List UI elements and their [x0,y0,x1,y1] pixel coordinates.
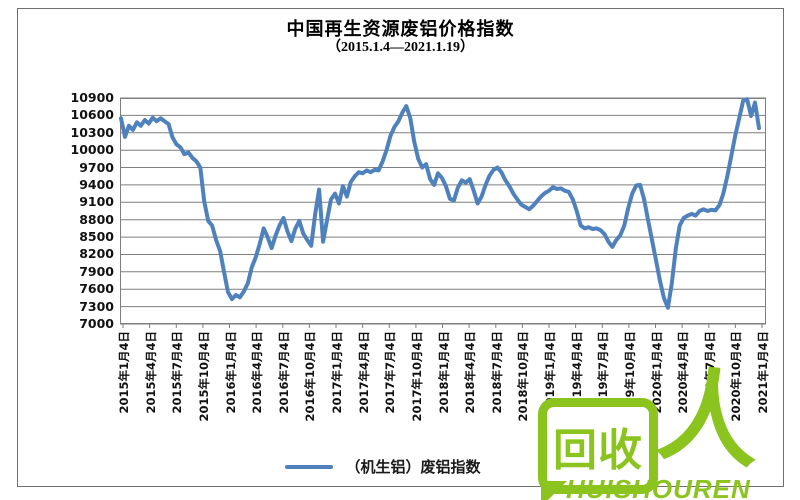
x-tick-label: 2020年1月4日 [649,331,664,414]
y-tick-label: 7900 [79,263,114,279]
x-tick-label: 2018年7月4日 [489,331,504,414]
x-tick-label: 2019年7月4日 [596,331,611,414]
x-tick-label: 2018年4月4日 [463,331,478,414]
x-tick-label: 2017年10月4日 [409,331,424,422]
x-tick-label: 2016年4月4日 [250,331,265,414]
y-tick-label: 7600 [79,281,114,297]
x-tick-label: 2016年1月4日 [223,331,238,414]
x-tick-label: 2015年10月4日 [196,331,211,422]
x-tick-label: 2020年7月4日 [702,331,717,414]
chart-title: 中国再生资源废铝价格指数 [286,19,515,39]
chart-subtitle: （2015.1.4—2021.1.19） [327,40,474,55]
y-tick-label: 7000 [79,316,114,331]
y-tick-label: 8800 [79,211,114,227]
x-tick-label: 2017年7月4日 [383,331,398,414]
y-tick-label: 9400 [79,176,114,192]
x-tick-label: 2019年1月4日 [543,331,557,414]
x-tick-label: 2018年1月4日 [436,331,451,414]
y-tick-label: 7300 [79,298,114,314]
x-tick-label: 2016年10月4日 [303,331,318,422]
x-tick-label: 2015年1月4日 [117,331,131,414]
y-tick-label: 8500 [79,229,114,245]
y-tick-label: 9700 [79,159,114,175]
y-tick-label: 10000 [70,142,115,158]
plot-area [119,97,766,328]
x-tick-label: 2020年4月4日 [676,331,691,414]
legend-label: （机生铝）废铝指数 [345,460,481,476]
price-index-line-chart [119,97,766,328]
y-tick-label: 8200 [79,246,114,262]
y-tick-label: 10300 [70,124,115,140]
y-tick-label: 10900 [70,90,115,105]
legend-line-swatch [285,464,334,469]
x-tick-label: 2017年1月4日 [330,331,344,414]
legend: （机生铝）废铝指数 [18,456,748,477]
x-tick-label: 2017年4月4日 [356,331,371,414]
x-tick-label: 2020年10月4日 [729,331,744,422]
y-tick-label: 10600 [70,107,115,123]
x-tick-label: 2018年10月4日 [516,331,531,422]
x-tick-label: 2019年10月4日 [622,331,637,422]
chart-frame: 中国再生资源废铝价格指数 （2015.1.4—2021.1.19） 10900 1… [17,8,784,487]
x-tick-label: 2021年1月4日 [756,331,770,414]
x-tick-label: 2019年4月4日 [569,331,584,414]
y-tick-label: 9100 [79,194,114,210]
x-tick-label: 2015年7月4日 [170,331,185,414]
x-tick-label: 2015年4月4日 [143,331,158,414]
x-tick-label: 2016年7月4日 [276,331,291,414]
